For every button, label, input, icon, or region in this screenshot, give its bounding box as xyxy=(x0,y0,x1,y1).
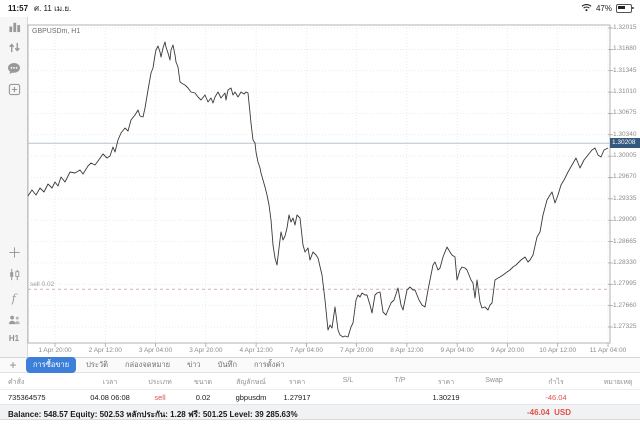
x-axis-label: 4 Apr 12:00 xyxy=(239,347,273,354)
y-axis-label: 1.27660 xyxy=(613,301,637,309)
svg-text:f: f xyxy=(10,292,17,305)
floating-profit-currency: USD xyxy=(554,408,572,417)
position-row[interactable]: 735364575 04.08 06:08 sell 0.02 gbpusdm 1.279… xyxy=(0,390,640,405)
price-line-series xyxy=(27,41,609,338)
function-icon[interactable]: f xyxy=(6,291,22,307)
x-axis-label: 9 Apr 04:00 xyxy=(440,347,474,354)
col-header-stop-loss: S/L xyxy=(342,377,354,384)
y-axis-label: 1.32015 xyxy=(613,24,637,31)
cell-profit: -46.04 xyxy=(545,393,567,402)
y-axis-label: 1.28665 xyxy=(613,237,637,245)
indicators-icon[interactable] xyxy=(6,268,22,284)
x-axis-label: 2 Apr 12:00 xyxy=(88,347,122,354)
objects-icon[interactable] xyxy=(6,313,22,329)
y-axis-label: 1.31010 xyxy=(613,88,637,96)
y-axis-label: 1.27325 xyxy=(613,322,637,330)
account-summary-bar: Balance: 548.57 Equity: 502.53 หลักประกั… xyxy=(0,405,640,420)
y-axis-label: 1.30340 xyxy=(613,130,637,138)
tab-item[interactable]: ประวัติ xyxy=(86,360,109,369)
status-date: ศ. 11 เม.ย. xyxy=(34,4,72,13)
x-axis-label: 1 Apr 20:00 xyxy=(38,347,72,354)
cell-order-id: 735364575 xyxy=(8,393,46,402)
y-axis-label: 1.29670 xyxy=(613,173,637,181)
col-header-order-id: คำสั่ง xyxy=(8,379,25,386)
chart-border xyxy=(27,24,611,344)
x-axis-label: 3 Apr 20:00 xyxy=(189,347,223,354)
col-header-take-profit: T/P xyxy=(394,377,406,384)
y-axis-label: 1.30005 xyxy=(613,152,637,160)
y-axis-label: 1.31680 xyxy=(613,45,637,53)
tab-item[interactable]: บันทึก xyxy=(217,360,238,369)
y-axis-label: 1.29335 xyxy=(613,194,637,202)
chart-bars-icon[interactable] xyxy=(6,20,22,36)
col-header-comment: หมายเหตุ xyxy=(603,379,633,386)
col-header-profit: กำไร xyxy=(548,379,564,386)
cell-volume: 0.02 xyxy=(195,393,211,402)
col-header-open-price: ราคา xyxy=(288,379,306,386)
cell-order-type: sell xyxy=(154,393,166,402)
x-axis-label: 7 Apr 04:00 xyxy=(289,347,323,354)
chart-symbol-label: GBPUSDm, H1 xyxy=(32,28,81,35)
col-header-current-price: ราคา xyxy=(437,379,455,386)
trade-arrows-icon[interactable] xyxy=(6,41,22,57)
cell-open-price: 1.27917 xyxy=(283,393,311,402)
y-axis-label: 1.29000 xyxy=(613,216,637,224)
wifi-icon xyxy=(581,3,592,14)
battery-icon xyxy=(616,4,634,13)
x-axis-label: 10 Apr 12:00 xyxy=(539,347,577,354)
y-axis-label: 1.28330 xyxy=(613,258,637,266)
cell-open-time: 04.08 06:08 xyxy=(90,393,130,402)
tab-item[interactable]: กล่องจดหมาย xyxy=(125,360,171,369)
chat-icon[interactable] xyxy=(6,62,22,78)
floating-profit-value: -46.04 xyxy=(527,408,550,417)
cell-symbol: gbpusdm xyxy=(235,393,267,402)
bottom-spacer xyxy=(0,420,640,447)
status-time: 11:57 xyxy=(8,4,29,13)
new-order-icon[interactable] xyxy=(6,83,22,99)
col-header-order-type: ประเภท xyxy=(148,379,172,386)
col-header-volume: ขนาด xyxy=(193,379,213,386)
crosshair-icon[interactable] xyxy=(6,246,22,262)
status-bar: 11:57 ศ. 11 เม.ย. 47% xyxy=(0,0,640,17)
col-header-symbol: สัญลักษณ์ xyxy=(236,379,266,386)
y-axis-label: 1.31345 xyxy=(613,66,637,74)
bid-price-box: 1.30208 xyxy=(610,138,640,149)
left-toolbar: f H1 xyxy=(0,17,28,357)
tab-item[interactable]: ข่าว xyxy=(187,360,201,369)
col-header-swap: Swap xyxy=(485,377,503,384)
battery-percent: 47% xyxy=(595,4,612,13)
x-axis-label: 3 Apr 04:00 xyxy=(138,347,173,354)
x-axis-label: 9 Apr 20:00 xyxy=(490,347,525,354)
bottom-tab-bar: + การซื้อขาย ประวัติ กล่องจดหมาย ข่าว บันทึก… xyxy=(0,357,640,373)
timeframe-button[interactable]: H1 xyxy=(8,334,20,343)
open-position-line-label: sell 0.02 xyxy=(30,281,55,289)
x-axis-label: 11 Apr 04:00 xyxy=(589,347,627,354)
cell-current-price: 1.30219 xyxy=(432,393,460,402)
y-axis-label: 1.30675 xyxy=(613,109,637,117)
new-order-plus-button[interactable]: + xyxy=(9,358,17,372)
x-axis-label: 7 Apr 20:00 xyxy=(340,347,374,354)
x-axis-label: 8 Apr 12:00 xyxy=(390,347,424,354)
tab-item[interactable]: การตั้งค่า xyxy=(254,360,285,369)
y-axis-label: 1.27995 xyxy=(613,280,637,288)
tab-active[interactable]: การซื้อขาย xyxy=(26,357,77,373)
account-summary-text: Balance: 548.57 Equity: 502.53 หลักประกั… xyxy=(8,410,298,419)
positions-table-header: คำสั่ง เวลา ประเภท ขนาด สัญลักษณ์ ราคา S/L T/P ร… xyxy=(0,373,640,390)
col-header-open-time: เวลา xyxy=(102,379,118,386)
